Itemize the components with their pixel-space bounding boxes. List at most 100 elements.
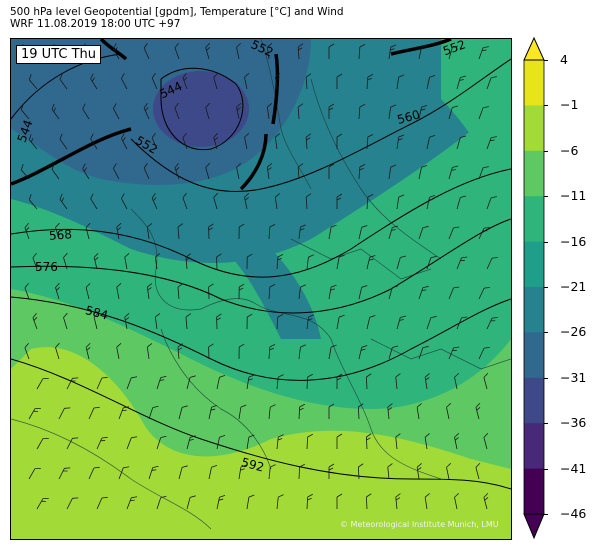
wind-barb [151, 73, 158, 90]
colorbar-tick-mark [544, 196, 548, 198]
wind-barb [63, 312, 68, 330]
wind-barb [174, 162, 180, 180]
colorbar-segment [524, 468, 544, 515]
wind-barb [366, 74, 374, 90]
wind-barb [186, 495, 196, 510]
wind-barb [358, 44, 366, 60]
wind-barb [336, 493, 343, 509]
wind-barb [365, 373, 372, 390]
wind-barb [336, 373, 343, 389]
wind-barb [208, 283, 214, 300]
wind-barb [266, 43, 273, 60]
wind-barb [448, 165, 459, 180]
wind-barb [36, 498, 49, 510]
wind-barb [66, 377, 79, 390]
wind-barb [156, 495, 167, 510]
wind-barb [156, 375, 167, 390]
wind-barb [116, 223, 122, 240]
wind-barb [483, 492, 489, 510]
wind-barb [148, 405, 159, 420]
wind-barb [143, 163, 150, 180]
wind-barb [208, 343, 214, 360]
wind-barb [24, 222, 30, 240]
wind-barb [66, 497, 79, 510]
wind-barb [388, 164, 397, 180]
wind-barb [306, 433, 313, 450]
wind-barb [456, 195, 467, 210]
contour-568 [11, 168, 511, 278]
wind-barb [59, 73, 68, 90]
wind-barb [186, 375, 196, 390]
wind-barb [24, 282, 30, 300]
wind-barb [244, 192, 250, 210]
wind-barb [448, 45, 459, 60]
wind-barb [178, 405, 188, 420]
wind-barb [366, 315, 376, 330]
wind-barb [418, 286, 429, 300]
wind-barb [424, 373, 430, 390]
wind-barb [238, 223, 245, 240]
wind-barb [396, 74, 405, 90]
colorbar-tick-label: −31 [560, 369, 587, 385]
wind-barb [426, 194, 436, 210]
colorbar-tick-label: −41 [560, 460, 587, 476]
wind-barb [85, 342, 91, 360]
wind-barb [205, 42, 211, 60]
wind-barb [55, 282, 60, 300]
colorbar-top-arrow [523, 36, 545, 61]
wind-barb [357, 403, 364, 420]
wind-barb [28, 468, 41, 480]
wind-barb [388, 345, 399, 360]
wind-barb [418, 44, 428, 60]
wind-barb [90, 133, 98, 150]
wind-barb [388, 225, 399, 240]
wind-barb [366, 194, 374, 210]
wind-barb [268, 284, 276, 300]
wind-barb [305, 193, 312, 210]
wind-barb [216, 253, 222, 270]
wind-barb [274, 133, 281, 150]
wind-barb [366, 134, 374, 150]
contour-592 [11, 358, 511, 490]
colorbar-tick-label: −36 [560, 415, 587, 431]
colorbar-tick-mark [544, 150, 548, 152]
wind-barb [90, 193, 98, 210]
wind-barb [478, 46, 489, 60]
wind-barb [58, 467, 71, 480]
wind-barb [365, 493, 372, 510]
wind-barb [328, 43, 335, 59]
colorbar-tick-label: −16 [560, 233, 587, 249]
wind-barb [216, 494, 226, 510]
wind-barb [328, 284, 337, 300]
wind-barb [88, 466, 100, 480]
colorbar-tick-label: −1 [560, 97, 579, 113]
wind-barb [426, 256, 437, 270]
wind-barb [121, 133, 128, 150]
wind-barb [358, 104, 366, 120]
wind-barb [418, 226, 429, 240]
colorbar-tick-mark [544, 423, 548, 425]
wind-barb [208, 404, 218, 420]
wind-barb [328, 103, 335, 119]
contour-label: 560 [396, 107, 422, 126]
wind-barb [143, 103, 150, 120]
wind-barb [238, 343, 245, 360]
colorbar-segment [524, 332, 544, 379]
wind-barb [246, 434, 255, 450]
wind-barb [305, 133, 312, 150]
wind-barb [396, 194, 405, 210]
wind-barb [478, 287, 490, 300]
wind-barb [58, 407, 71, 420]
wind-barb [336, 314, 345, 330]
wind-barb [328, 163, 335, 179]
wind-barb [246, 374, 255, 390]
wind-barb [454, 492, 460, 510]
wind-barb [396, 255, 407, 270]
wind-barb [268, 224, 276, 240]
wind-barb [486, 136, 497, 150]
wind-barb [416, 463, 422, 480]
wind-barb [454, 372, 460, 390]
wind-barb [268, 464, 276, 480]
wind-barb [88, 406, 100, 420]
wind-barb [475, 402, 481, 420]
